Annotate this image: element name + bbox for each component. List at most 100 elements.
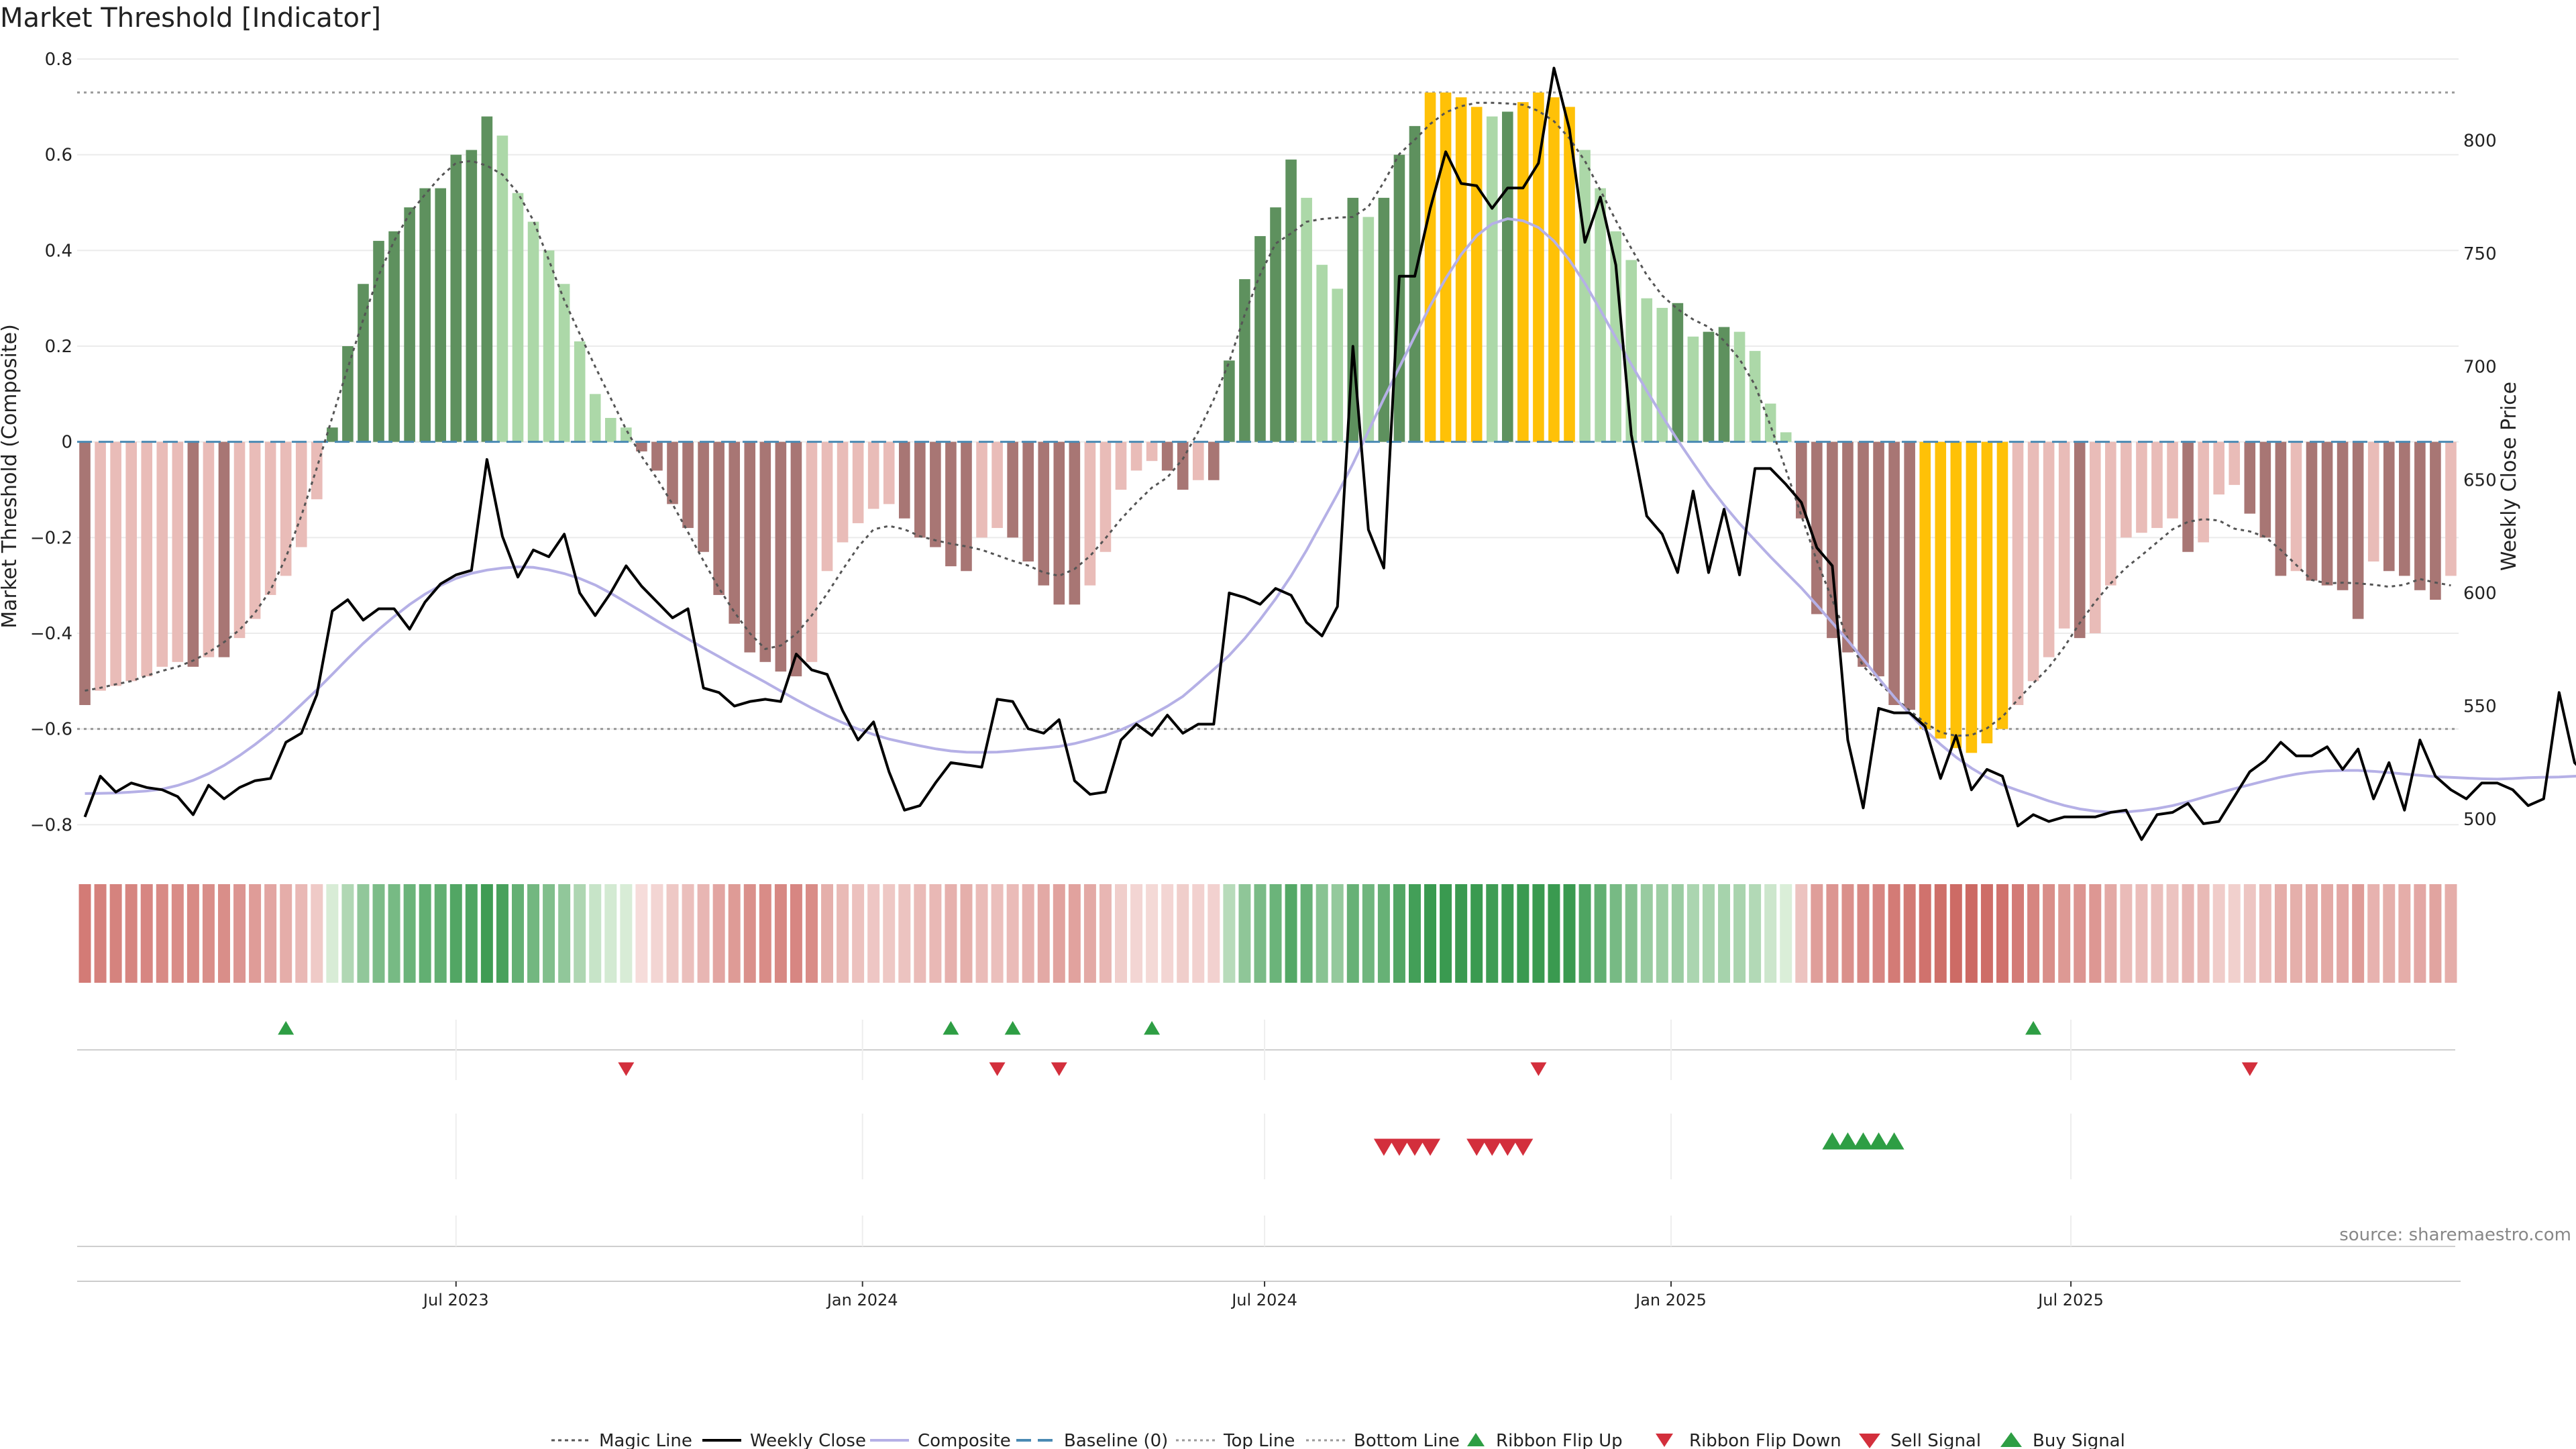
threshold-bar	[1780, 432, 1792, 442]
y-axis-label-right: Weekly Close Price	[2498, 382, 2521, 571]
ribbon-cell	[2398, 884, 2411, 983]
ribbon-cell	[914, 884, 926, 983]
ribbon-cell	[1223, 884, 1236, 983]
threshold-bar	[79, 441, 91, 705]
threshold-bar	[759, 441, 771, 662]
ribbon-cell	[2197, 884, 2210, 983]
y-tick-label: 0	[61, 433, 72, 453]
threshold-bar	[2430, 441, 2441, 600]
sell-signal-marker	[1466, 1138, 1487, 1156]
threshold-bar	[1656, 307, 1668, 442]
ribbon-cell	[264, 884, 277, 983]
legend-flip-up-label: Ribbon Flip Up	[1496, 1431, 1623, 1449]
ribbon-cell	[2043, 884, 2055, 983]
ribbon-cell	[202, 884, 215, 983]
threshold-bar	[2367, 441, 2379, 561]
threshold-bar	[1053, 441, 1065, 605]
ribbon-cell	[1177, 884, 1189, 983]
ribbon-cell	[403, 884, 416, 983]
legend: Magic Line Weekly Close Composite Baseli…	[551, 1431, 2125, 1449]
ribbon-cell	[1238, 884, 1251, 983]
buy-signal-marker	[1822, 1132, 1843, 1150]
threshold-bar	[327, 427, 338, 442]
threshold-bar	[2321, 441, 2333, 586]
threshold-bar	[233, 441, 246, 639]
threshold-bar	[1301, 197, 1312, 442]
threshold-bar	[1687, 336, 1699, 442]
threshold-bar	[1842, 441, 1854, 653]
legend-flip-down-label: Ribbon Flip Down	[1689, 1431, 1841, 1449]
threshold-bar	[1022, 441, 1034, 561]
ribbon-cell	[1455, 884, 1468, 983]
ribbon-cell	[2012, 884, 2025, 983]
ribbon-cell	[2166, 884, 2179, 983]
threshold-bar	[1192, 441, 1204, 480]
threshold-bar	[1502, 111, 1513, 442]
ribbon-cell	[1780, 884, 1792, 983]
threshold-bar	[249, 441, 261, 619]
legend-sell-label: Sell Signal	[1890, 1431, 1981, 1449]
threshold-bar	[1470, 107, 1483, 442]
ribbon-cell	[2228, 884, 2241, 983]
ribbon-cell	[1826, 884, 1839, 983]
ribbon-cell	[1532, 884, 1545, 983]
threshold-bar	[961, 441, 972, 572]
threshold-bar	[898, 441, 910, 519]
legend-bottom-label: Bottom Line	[1354, 1431, 1460, 1449]
ribbon-cell	[1269, 884, 1282, 983]
threshold-bar	[2182, 441, 2194, 552]
threshold-bar	[682, 441, 694, 529]
threshold-bar	[1517, 102, 1529, 442]
ribbon-cell	[2058, 884, 2071, 983]
threshold-bar	[295, 441, 307, 547]
ribbon-cell	[449, 884, 462, 983]
ribbon-cell	[1625, 884, 1638, 983]
threshold-bar	[172, 441, 184, 662]
threshold-bar	[218, 441, 230, 657]
threshold-bar	[636, 441, 647, 451]
threshold-bar	[589, 394, 601, 442]
ribbon-cell	[1346, 884, 1359, 983]
ribbon-cell	[1980, 884, 1993, 983]
ribbon-cell	[1053, 884, 1065, 983]
threshold-bar	[1703, 331, 1715, 442]
y-tick-label: −0.4	[30, 624, 72, 644]
threshold-bar	[837, 441, 849, 543]
ribbon-cell	[140, 884, 153, 983]
ribbon-cell	[2151, 884, 2163, 983]
ribbon-cell	[78, 884, 91, 983]
ribbon-cell	[635, 884, 648, 983]
threshold-bar	[744, 441, 756, 653]
ribbon-cell	[233, 884, 246, 983]
threshold-bar	[404, 207, 415, 442]
ribbon-cell	[1440, 884, 1452, 983]
threshold-bar	[203, 441, 215, 657]
threshold-bar	[1873, 441, 1884, 677]
threshold-bar	[651, 441, 663, 471]
ribbon-cell	[1872, 884, 1885, 983]
threshold-bar	[1270, 207, 1281, 442]
legend-composite-label: Composite	[918, 1431, 1011, 1449]
buy-signal-marker	[1868, 1132, 1889, 1150]
threshold-bar	[2414, 441, 2426, 590]
ribbon-cell	[2352, 884, 2365, 983]
ribbon-cell	[1857, 884, 1870, 983]
sell-signal-marker	[1482, 1138, 1503, 1156]
ribbon-cell	[1578, 884, 1591, 983]
ribbon-cell	[1811, 884, 1823, 983]
threshold-bar	[729, 441, 741, 624]
threshold-bar	[1641, 298, 1653, 442]
threshold-bar	[2058, 441, 2070, 629]
ribbon-cell	[326, 884, 339, 983]
x-tick-label: Jul 2024	[1230, 1291, 1297, 1309]
ribbon-cell	[697, 884, 710, 983]
threshold-bar	[1099, 441, 1112, 552]
threshold-bar	[2121, 441, 2132, 538]
ribbon-cell	[837, 884, 849, 983]
ribbon-cell	[357, 884, 370, 983]
threshold-bar	[1595, 188, 1606, 442]
ribbon-cell	[1718, 884, 1731, 983]
weekly-close-line	[83, 66, 2576, 841]
ribbon-cell	[1949, 884, 1962, 983]
